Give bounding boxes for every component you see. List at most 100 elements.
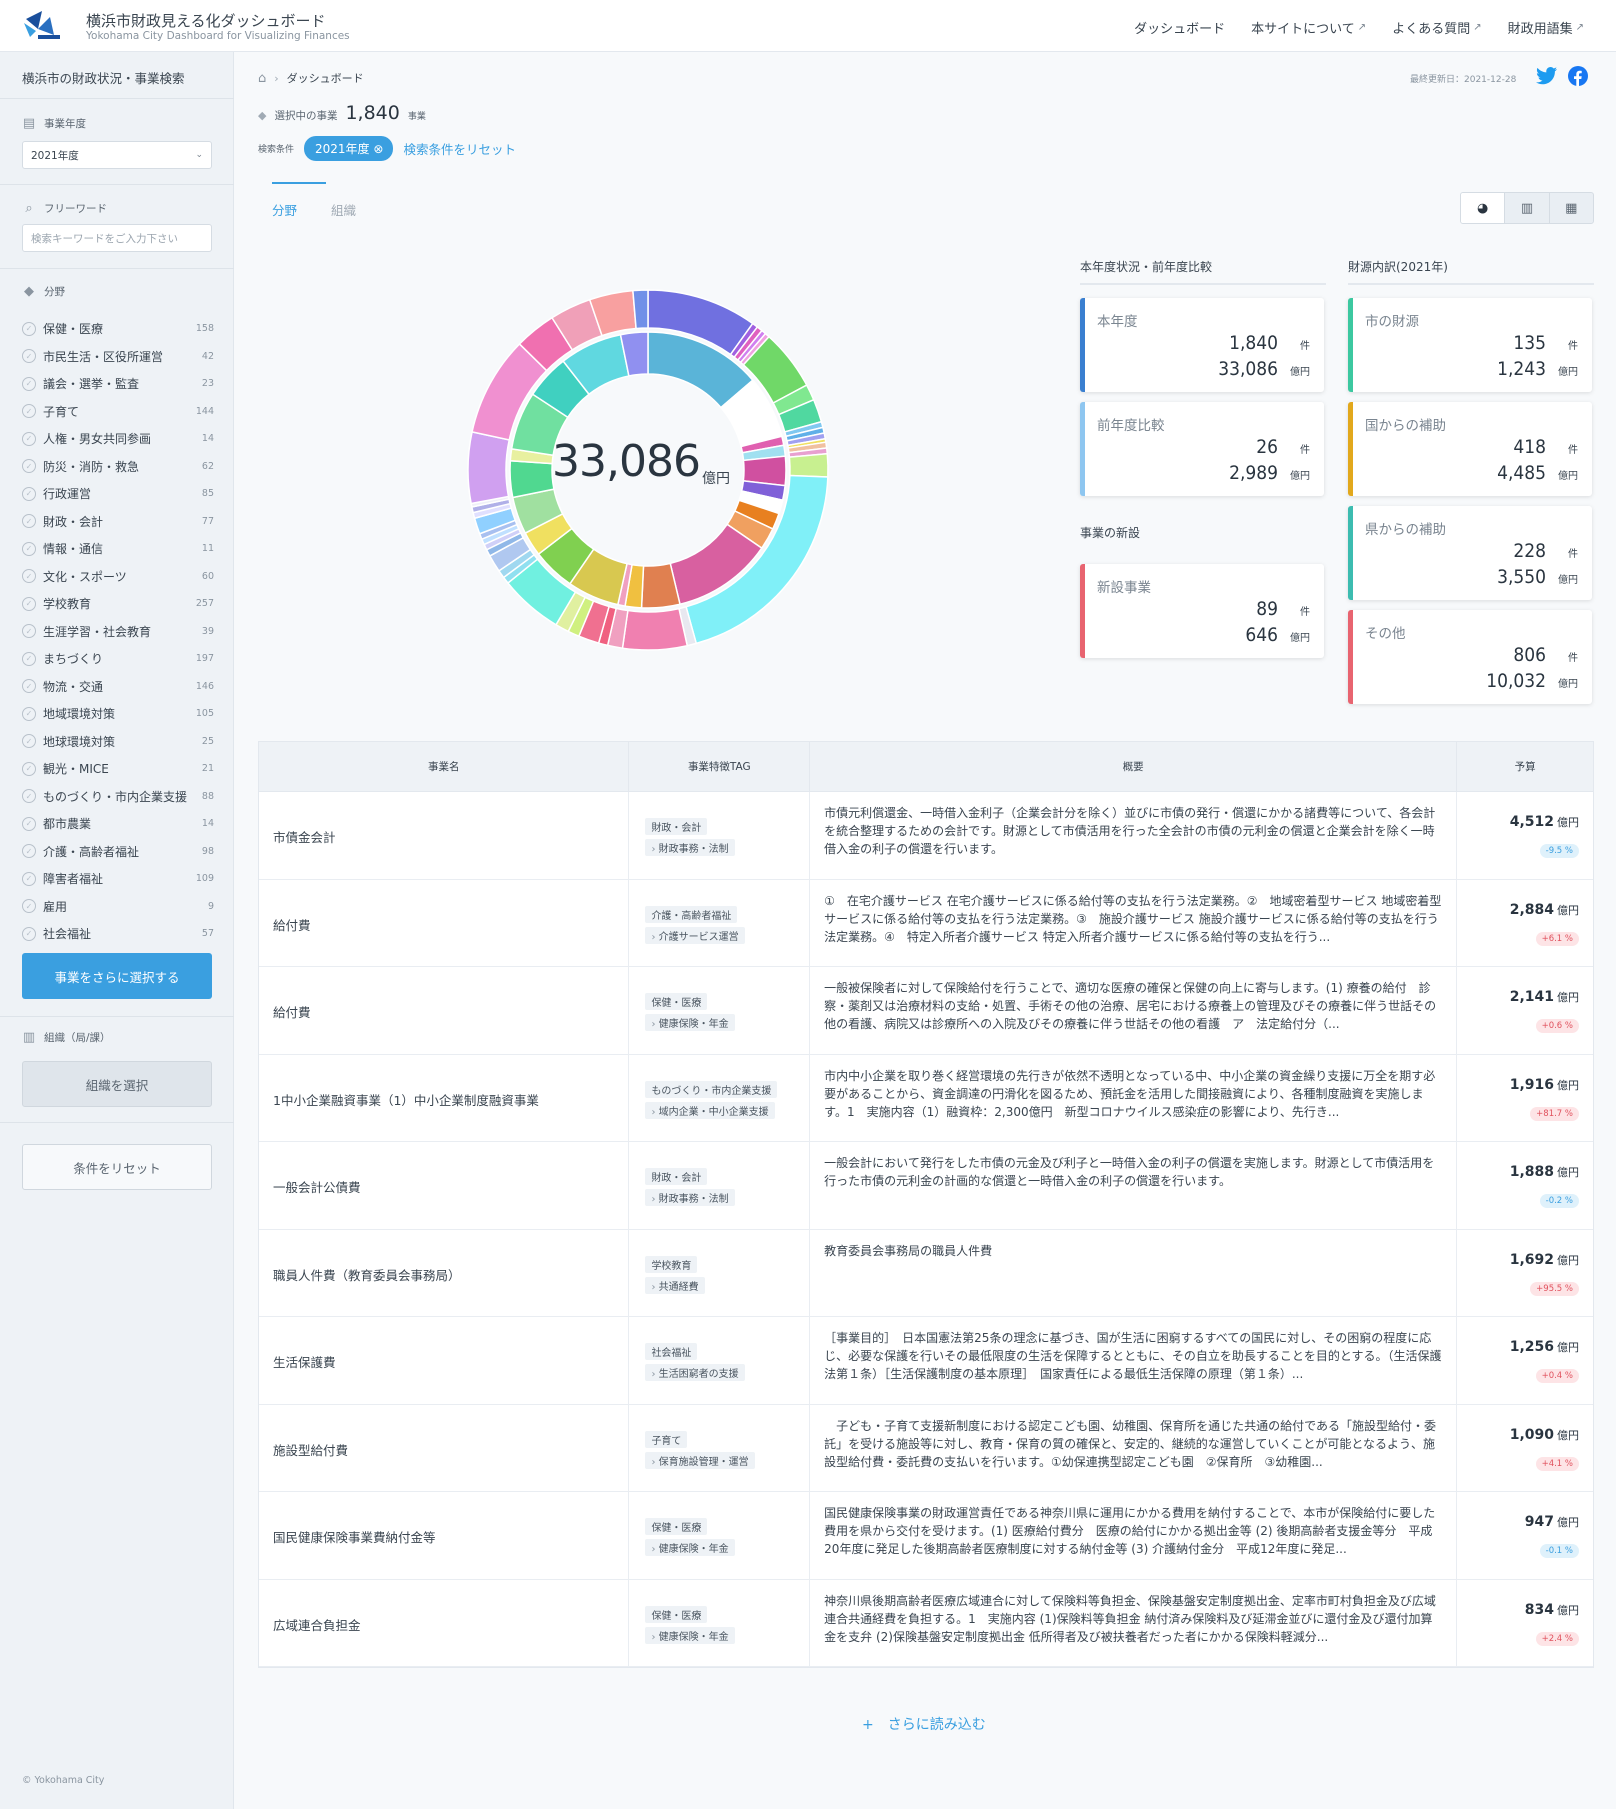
category-item[interactable]: ✓ 情報・通信 11 [22, 535, 214, 563]
tag-primary[interactable]: 子育て [645, 1430, 688, 1448]
year-select[interactable]: 2021年度 ⌄ [22, 141, 212, 169]
yokohama-logo-icon[interactable] [20, 9, 66, 43]
tag-secondary[interactable]: 共通経費 [645, 1276, 705, 1294]
tag-primary[interactable]: 保健・医療 [645, 1518, 708, 1535]
check-circle-icon[interactable]: ✓ [22, 376, 36, 391]
category-item[interactable]: ✓ 人権・男女共同参画 14 [22, 425, 214, 453]
tag-secondary[interactable]: 保育施設管理・運営 [645, 1451, 755, 1469]
check-circle-icon[interactable]: ✓ [22, 349, 36, 364]
outer-segment[interactable] [788, 452, 829, 478]
nav-about[interactable]: 本サイトについて ↗ [1251, 18, 1366, 37]
col-summary[interactable]: 概要 [810, 742, 1458, 791]
tag-secondary[interactable]: 介護サービス運営 [645, 926, 745, 944]
tag-primary[interactable]: 社会福祉 [645, 1343, 698, 1360]
inner-segment[interactable] [619, 331, 649, 377]
close-icon[interactable]: ⊗ [373, 142, 384, 156]
category-item[interactable]: ✓ 学校教育 257 [22, 590, 214, 618]
tag-secondary[interactable]: 生活困窮者の支援 [645, 1364, 745, 1381]
category-item[interactable]: ✓ 子育て 144 [22, 398, 214, 426]
tag-primary[interactable]: 保健・医療 [645, 1605, 708, 1623]
tag-primary[interactable]: 学校教育 [645, 1255, 698, 1273]
table-row[interactable]: 1中小企業融資事業（1）中小企業制度融資事業 ものづくり・市内企業支援域内企業・中… [259, 1054, 1593, 1142]
project-name[interactable]: 1中小企業融資事業（1）中小企業制度融資事業 [273, 1092, 539, 1108]
tag-primary[interactable]: 介護・高齢者福祉 [645, 905, 738, 923]
check-circle-icon[interactable]: ✓ [22, 541, 36, 556]
load-more-button[interactable]: + さらに読み込む [862, 1717, 986, 1733]
table-row[interactable]: 職員人件費（教育委員会事務局） 学校教育共通経費 教育委員会事務局の職員人件費 1,6… [259, 1229, 1593, 1317]
year-chip[interactable]: 2021年度 ⊗ [304, 136, 394, 161]
bar-chart-icon[interactable]: ▥ [1504, 193, 1548, 223]
check-circle-icon[interactable]: ✓ [22, 431, 36, 446]
tag-primary[interactable]: ものづくり・市内企業支援 [645, 1080, 778, 1098]
tag-primary[interactable]: 財政・会計 [645, 818, 708, 835]
tag-primary[interactable]: 保健・医療 [645, 993, 708, 1010]
facebook-icon[interactable] [1568, 66, 1588, 86]
category-item[interactable]: ✓ まちづくり 197 [22, 645, 214, 673]
outer-segment[interactable] [621, 607, 689, 651]
reset-conditions-button[interactable]: 条件をリセット [22, 1144, 212, 1190]
check-circle-icon[interactable]: ✓ [22, 789, 36, 804]
home-icon[interactable]: ⌂ [258, 70, 267, 86]
category-item[interactable]: ✓ 地球環境対策 25 [22, 728, 214, 756]
tab-field[interactable]: 分野 [272, 203, 298, 218]
category-item[interactable]: ✓ 観光・MICE 21 [22, 755, 214, 783]
category-item[interactable]: ✓ 都市農業 14 [22, 810, 214, 838]
category-item[interactable]: ✓ 市民生活・区役所運営 42 [22, 343, 214, 371]
category-item[interactable]: ✓ ものづくり・市内企業支援 88 [22, 783, 214, 811]
project-name[interactable]: 職員人件費（教育委員会事務局） [273, 1267, 461, 1283]
tag-secondary[interactable]: 財政事務・法制 [645, 839, 735, 856]
table-row[interactable]: 給付費 介護・高齢者福祉介護サービス運営 ① 在宅介護サービス 在宅介護サービスに係… [259, 879, 1593, 967]
check-circle-icon[interactable]: ✓ [22, 871, 36, 886]
check-circle-icon[interactable]: ✓ [22, 569, 36, 584]
keyword-input[interactable]: 検索キーワードをご入力下さい [22, 224, 212, 252]
table-row[interactable]: 広域連合負担金 保健・医療健康保険・年金 神奈川県後期高齢者医療広域連合に対して保険… [259, 1579, 1593, 1667]
outer-segment[interactable] [632, 289, 649, 330]
tab-organization[interactable]: 組織 [331, 203, 357, 218]
twitter-icon[interactable] [1536, 66, 1558, 86]
category-item[interactable]: ✓ 雇用 9 [22, 893, 214, 921]
check-circle-icon[interactable]: ✓ [22, 926, 36, 941]
project-name[interactable]: 給付費 [273, 1005, 311, 1020]
tag-secondary[interactable]: 健康保険・年金 [645, 1014, 735, 1031]
outer-segment[interactable] [467, 431, 511, 505]
check-circle-icon[interactable]: ✓ [22, 761, 36, 776]
check-circle-icon[interactable]: ✓ [22, 734, 36, 749]
check-circle-icon[interactable]: ✓ [22, 514, 36, 529]
tag-secondary[interactable]: 健康保険・年金 [645, 1539, 735, 1556]
col-tag[interactable]: 事業特徴TAG [629, 742, 811, 791]
category-item[interactable]: ✓ 保健・医療 158 [22, 315, 214, 343]
nav-glossary[interactable]: 財政用語集 ↗ [1508, 18, 1584, 37]
category-item[interactable]: ✓ 財政・会計 77 [22, 508, 214, 536]
category-item[interactable]: ✓ 地域環境対策 105 [22, 700, 214, 728]
check-circle-icon[interactable]: ✓ [22, 596, 36, 611]
category-item[interactable]: ✓ 防災・消防・救急 62 [22, 453, 214, 481]
table-row[interactable]: 国民健康保険事業費納付金等 保健・医療健康保険・年金 国民健康保険事業の財政運営責任… [259, 1492, 1593, 1580]
col-name[interactable]: 事業名 [259, 742, 630, 791]
pie-chart-icon[interactable]: ◕ [1461, 193, 1505, 223]
project-name[interactable]: 給付費 [273, 917, 311, 933]
project-name[interactable]: 生活保護費 [273, 1355, 336, 1370]
check-circle-icon[interactable]: ✓ [22, 816, 36, 831]
nav-faq[interactable]: よくある質問 ↗ [1392, 18, 1481, 37]
nav-dashboard[interactable]: ダッシュボード [1134, 18, 1225, 37]
project-name[interactable]: 施設型給付費 [273, 1442, 349, 1458]
check-circle-icon[interactable]: ✓ [22, 844, 36, 859]
check-circle-icon[interactable]: ✓ [22, 679, 36, 694]
check-circle-icon[interactable]: ✓ [22, 624, 36, 639]
category-item[interactable]: ✓ 社会福祉 57 [22, 920, 214, 948]
project-name[interactable]: 広域連合負担金 [273, 1617, 361, 1633]
category-item[interactable]: ✓ 介護・高齢者福祉 98 [22, 838, 214, 866]
table-row[interactable]: 生活保護費 社会福祉生活困窮者の支援 ［事業目的］ 日本国憲法第25条の理念に基づき… [259, 1317, 1593, 1405]
category-item[interactable]: ✓ 文化・スポーツ 60 [22, 563, 214, 591]
check-circle-icon[interactable]: ✓ [22, 321, 36, 336]
tag-secondary[interactable]: 域内企業・中小企業支援 [645, 1101, 775, 1119]
check-circle-icon[interactable]: ✓ [22, 459, 36, 474]
select-more-button[interactable]: 事業をさらに選択する [22, 953, 212, 999]
table-row[interactable]: 市債金会計 財政・会計財政事務・法制 市債元利償還金、一時借入金利子（企業会計分を除… [259, 792, 1593, 880]
category-item[interactable]: ✓ 生涯学習・社会教育 39 [22, 618, 214, 646]
select-org-button[interactable]: 組織を選択 [22, 1061, 212, 1107]
check-circle-icon[interactable]: ✓ [22, 404, 36, 419]
category-item[interactable]: ✓ 議会・選挙・監査 23 [22, 370, 214, 398]
tag-secondary[interactable]: 健康保険・年金 [645, 1626, 735, 1644]
tag-primary[interactable]: 財政・会計 [645, 1168, 708, 1185]
